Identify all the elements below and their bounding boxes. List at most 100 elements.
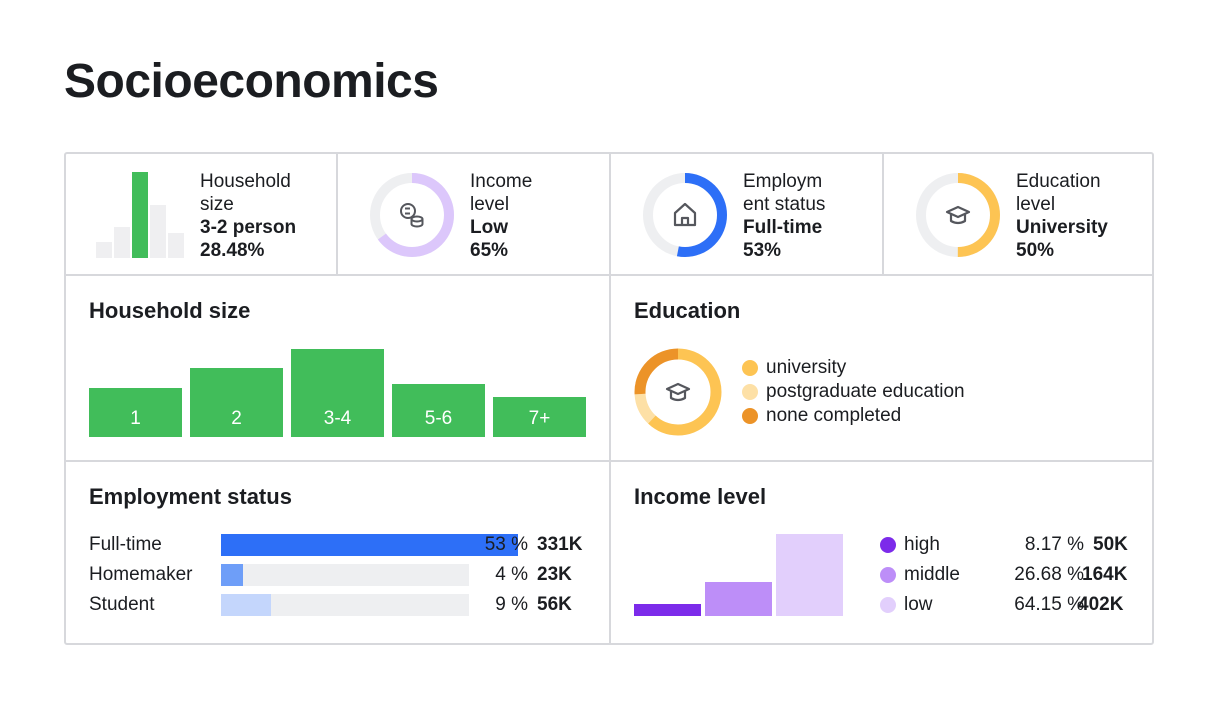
household-bar-1: 1	[89, 388, 182, 437]
coins-icon	[400, 203, 424, 228]
employment-percent: 53 %	[484, 534, 528, 555]
household-bar-label: 5-6	[424, 408, 453, 429]
page-title: Socioeconomics	[64, 55, 439, 108]
household-bar-label: 3-4	[323, 408, 352, 429]
mini-bar	[150, 205, 166, 258]
divider	[609, 154, 611, 643]
employment-label: Full-time	[89, 534, 162, 555]
employment-count: 23K	[537, 564, 572, 585]
household-bar-label: 2	[231, 408, 242, 429]
mini-bar	[114, 227, 130, 258]
household-bar-label: 1	[130, 408, 141, 429]
income-title: Income level	[634, 484, 767, 509]
kpi-percent: 65%	[470, 240, 509, 261]
legend-item-none-completed: none completed	[742, 404, 901, 428]
employment-count: 56K	[537, 594, 572, 615]
employment-bar-fill	[221, 594, 272, 616]
legend-item-high: high	[880, 533, 940, 557]
legend-dot	[742, 360, 758, 376]
divider	[882, 154, 884, 274]
employment-bar-fill	[221, 564, 244, 586]
household-bar-5-6: 5-6	[392, 384, 485, 437]
kpi-label: Employm	[743, 171, 823, 192]
education-donut-arc	[916, 173, 1000, 257]
kpi-label: level	[1016, 194, 1056, 215]
kpi-percent: 28.48%	[200, 240, 265, 261]
legend-dot	[742, 384, 758, 400]
education-title: Education	[634, 298, 741, 323]
employment-label: Homemaker	[89, 564, 193, 585]
kpi-income: Income level Low 65%	[470, 170, 532, 262]
legend-label: low	[904, 594, 933, 615]
income-count: 164K	[1082, 564, 1128, 585]
kpi-label: Household	[200, 171, 291, 192]
legend-dot	[880, 537, 896, 553]
kpi-label: Education	[1016, 171, 1101, 192]
household-bar-2: 2	[190, 368, 283, 437]
legend-label: postgraduate education	[766, 381, 965, 402]
kpi-value: Full-time	[743, 217, 823, 238]
legend-label: university	[766, 357, 847, 378]
kpi-employment: Employm ent status Full-time 53%	[743, 170, 825, 262]
education-donut-segment	[634, 348, 722, 436]
legend-label: none completed	[766, 405, 902, 426]
mini-bar-highlight	[132, 172, 148, 258]
employment-label: Student	[89, 594, 155, 615]
legend-item-low: low	[880, 593, 933, 617]
income-count: 50K	[1093, 534, 1128, 555]
mini-bar	[168, 233, 184, 258]
kpi-label: Income	[470, 171, 533, 192]
employment-bar-track	[221, 594, 469, 616]
household-bar-label: 7+	[528, 408, 551, 429]
employment-donut-arc	[643, 173, 727, 257]
kpi-household: Household size 3-2 person 28.48%	[200, 170, 296, 262]
divider	[336, 154, 338, 274]
kpi-label: size	[200, 194, 234, 215]
legend-dot	[880, 567, 896, 583]
dashboard-panel: Household size 3-2 person 28.48% Income …	[64, 152, 1154, 645]
legend-item-university: university	[742, 356, 846, 380]
employment-percent: 4 %	[495, 564, 528, 585]
kpi-education: Education level University 50%	[1016, 170, 1108, 262]
household-bar-7+: 7+	[493, 397, 586, 437]
kpi-percent: 50%	[1016, 240, 1055, 261]
employment-percent: 9 %	[495, 594, 528, 615]
income-donut-arc	[370, 173, 454, 257]
legend-dot	[880, 597, 896, 613]
legend-item-middle: middle	[880, 563, 960, 587]
employment-count: 331K	[537, 534, 583, 555]
income-percent: 26.68 %	[1014, 564, 1084, 585]
employment-title: Employment status	[89, 484, 292, 509]
income-donut	[368, 171, 456, 259]
legend-dot	[742, 408, 758, 424]
employment-bar-track	[221, 534, 519, 556]
household-size-chart: 1 2 3-4 5-6 7+	[89, 349, 589, 437]
employment-bar-track	[221, 564, 469, 586]
household-bar-3-4: 3-4	[291, 349, 384, 437]
income-percent: 64.15 %	[1014, 594, 1084, 615]
household-mini-chart	[96, 172, 186, 258]
house-icon	[673, 202, 697, 227]
income-count: 402K	[1078, 594, 1124, 615]
kpi-value: University	[1016, 217, 1108, 238]
legend-label: middle	[904, 564, 960, 585]
education-donut	[633, 347, 723, 437]
kpi-value: 3-2 person	[200, 217, 297, 238]
legend-item-postgraduate: postgraduate education	[742, 380, 965, 404]
income-bar-low	[776, 534, 843, 616]
legend-label: high	[904, 534, 940, 555]
household-size-title: Household size	[89, 298, 251, 323]
graduation-cap-icon	[665, 382, 691, 402]
mini-bar	[96, 242, 112, 258]
income-percent: 8.17 %	[1024, 534, 1084, 555]
income-chart	[634, 534, 846, 618]
kpi-label: level	[470, 194, 510, 215]
kpi-value: Low	[470, 217, 508, 238]
income-bar-middle	[705, 582, 772, 616]
income-bar-high	[634, 604, 701, 616]
graduation-cap-icon	[945, 205, 971, 225]
education-mini-donut	[914, 171, 1002, 259]
employment-donut	[641, 171, 729, 259]
kpi-label: ent status	[743, 194, 826, 215]
kpi-percent: 53%	[743, 240, 782, 261]
